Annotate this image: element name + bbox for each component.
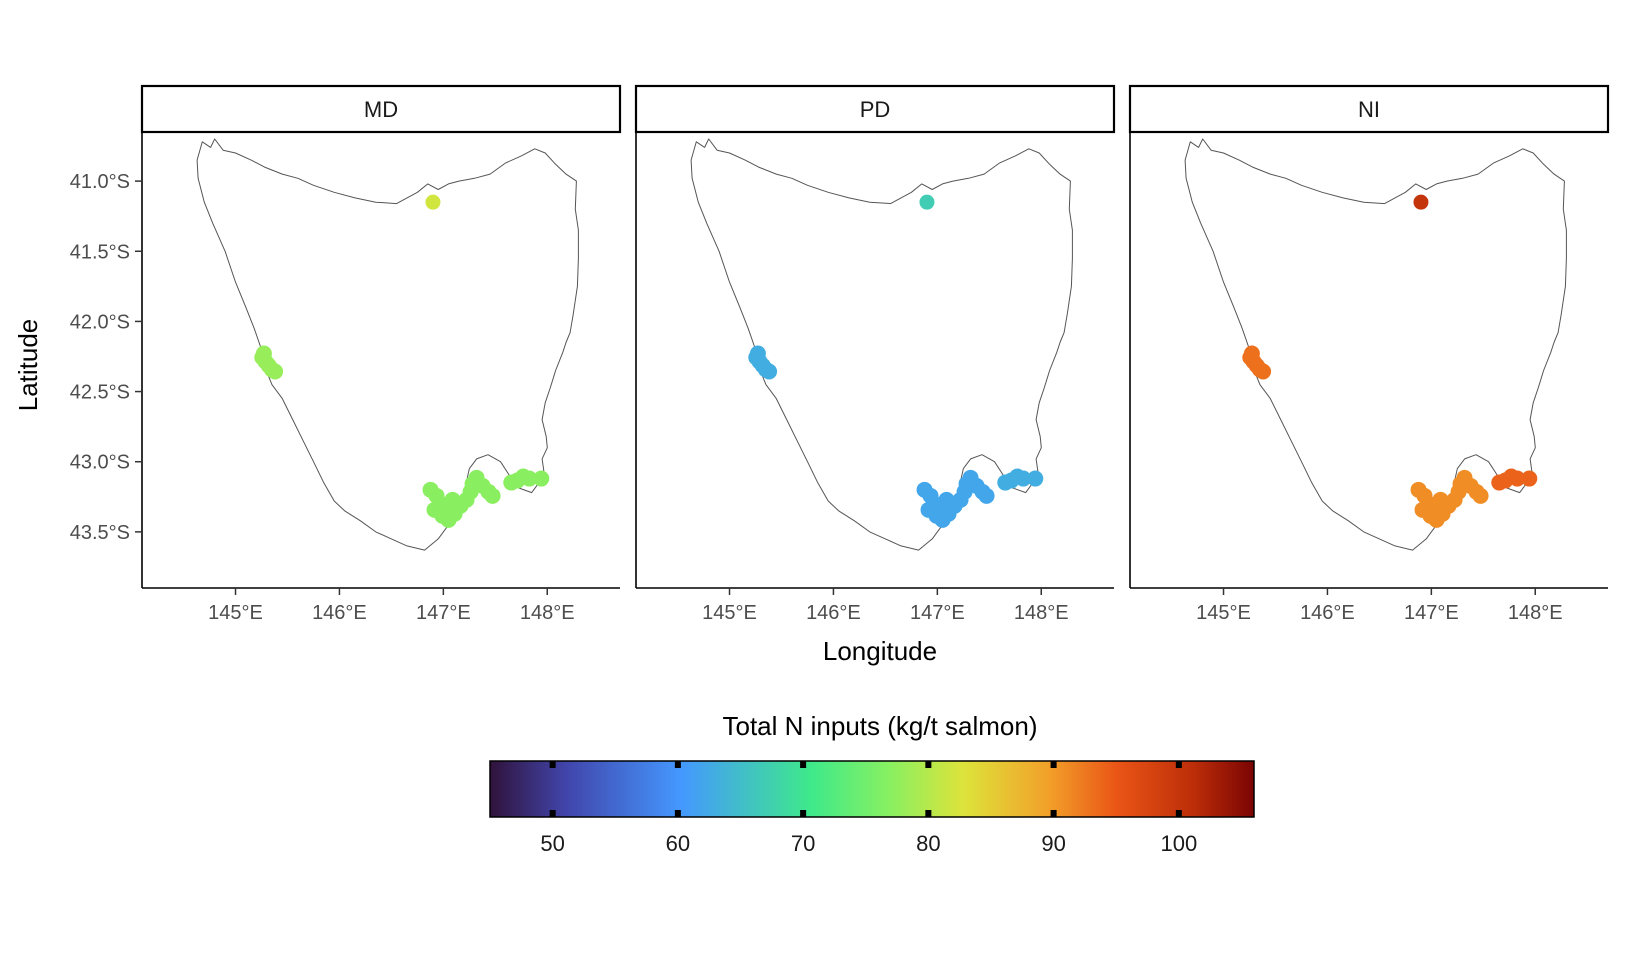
colorbar-tick-label: 50 xyxy=(540,831,564,856)
point-group xyxy=(425,194,441,210)
tasmania-coastline xyxy=(1184,138,1567,551)
data-point xyxy=(484,487,501,504)
data-point xyxy=(521,470,538,487)
y-axis-title: Latitude xyxy=(13,319,43,412)
x-axis-title: Longitude xyxy=(823,636,937,666)
colorbar-tick-top xyxy=(549,761,556,768)
colorbar-tick-bottom xyxy=(549,810,556,817)
y-tick-label: 41.5°S xyxy=(70,241,130,263)
colorbar-tick-bottom xyxy=(674,810,681,817)
colorbar-tick-top xyxy=(800,761,807,768)
x-tick-label: 148°E xyxy=(1508,602,1563,624)
point-group xyxy=(1410,469,1489,528)
x-tick-label: 148°E xyxy=(1014,602,1069,624)
colorbar-tick-bottom xyxy=(925,810,932,817)
y-tick-label: 41.0°S xyxy=(70,171,130,193)
data-point xyxy=(1243,345,1260,362)
data-point xyxy=(761,363,778,380)
x-tick-label: 147°E xyxy=(910,602,965,624)
data-point xyxy=(425,194,441,210)
x-tick-label: 146°E xyxy=(312,602,367,624)
colorbar-tick-top xyxy=(674,761,681,768)
x-tick-label: 145°E xyxy=(1196,602,1251,624)
facet-strip xyxy=(634,84,1116,134)
x-tick-label: 145°E xyxy=(702,602,757,624)
colorbar-ticks: 50 60 70 80 90 100 xyxy=(540,761,1197,856)
x-tick-label: 147°E xyxy=(1404,602,1459,624)
y-tick-label: 42.5°S xyxy=(70,382,130,404)
data-point xyxy=(749,345,766,362)
x-tick-label: 145°E xyxy=(208,602,263,624)
data-point xyxy=(1255,363,1272,380)
panel-ni: NI 145°E 146°E 147°E 148°E xyxy=(1128,84,1610,624)
y-tick-label: 42.0°S xyxy=(70,311,130,333)
data-point xyxy=(919,194,935,210)
data-point xyxy=(1432,491,1449,508)
x-tick-label: 148°E xyxy=(520,602,575,624)
data-point xyxy=(978,487,995,504)
point-group xyxy=(1242,345,1272,380)
data-point xyxy=(1015,470,1032,487)
y-tick-label: 43.5°S xyxy=(70,522,130,544)
x-tick-label: 147°E xyxy=(416,602,471,624)
point-group xyxy=(997,468,1044,491)
colorbar-tick-top xyxy=(1050,761,1057,768)
colorbar-tick-label: 60 xyxy=(666,831,690,856)
x-tick-label: 146°E xyxy=(1300,602,1355,624)
facet-strip-label: PD xyxy=(860,97,891,122)
colorbar-tick-top xyxy=(925,761,932,768)
colorbar-tick-label: 90 xyxy=(1041,831,1065,856)
point-group xyxy=(919,194,935,210)
point-group xyxy=(254,345,284,380)
legend-title: Total N inputs (kg/t salmon) xyxy=(722,711,1037,741)
point-group xyxy=(503,468,550,491)
colorbar-tick-bottom xyxy=(1050,810,1057,817)
data-point xyxy=(1472,487,1489,504)
point-group xyxy=(916,469,995,528)
point-group xyxy=(1491,468,1538,491)
facet-strip xyxy=(1128,84,1610,134)
colorbar-legend: Total N inputs (kg/t salmon) 50 60 70 80 90 1… xyxy=(489,711,1255,856)
data-point xyxy=(1413,194,1429,210)
colorbar-tick-bottom xyxy=(800,810,807,817)
panel-md: MD 145°E 146°E 147°E 148°E 41.0°S 41.5°S 42.0°S… xyxy=(70,84,622,624)
data-point xyxy=(444,491,461,508)
y-tick-label: 43.0°S xyxy=(70,452,130,474)
colorbar-tick-label: 70 xyxy=(791,831,815,856)
facet-panels: MD 145°E 146°E 147°E 148°E 41.0°S 41.5°S 42.0°S… xyxy=(70,84,1610,624)
data-point xyxy=(267,363,284,380)
data-point xyxy=(1521,470,1538,487)
colorbar-tick-top xyxy=(1175,761,1182,768)
tasmania-coastline xyxy=(690,138,1073,551)
colorbar xyxy=(489,760,1255,818)
tasmania-coastline xyxy=(196,138,579,551)
x-tick-label: 146°E xyxy=(806,602,861,624)
facet-strip-label: NI xyxy=(1358,97,1380,122)
facet-strip-label: MD xyxy=(364,97,398,122)
panel-pd: PD 145°E 146°E 147°E 148°E xyxy=(634,84,1116,624)
data-point xyxy=(1027,470,1044,487)
point-group xyxy=(422,469,501,528)
data-point xyxy=(938,491,955,508)
data-point xyxy=(255,345,272,362)
colorbar-tick-bottom xyxy=(1175,810,1182,817)
data-point xyxy=(1509,470,1526,487)
point-group xyxy=(748,345,778,380)
data-point xyxy=(533,470,550,487)
colorbar-tick-label: 80 xyxy=(916,831,940,856)
facet-strip xyxy=(140,84,622,134)
point-group xyxy=(1413,194,1429,210)
colorbar-tick-label: 100 xyxy=(1160,831,1197,856)
